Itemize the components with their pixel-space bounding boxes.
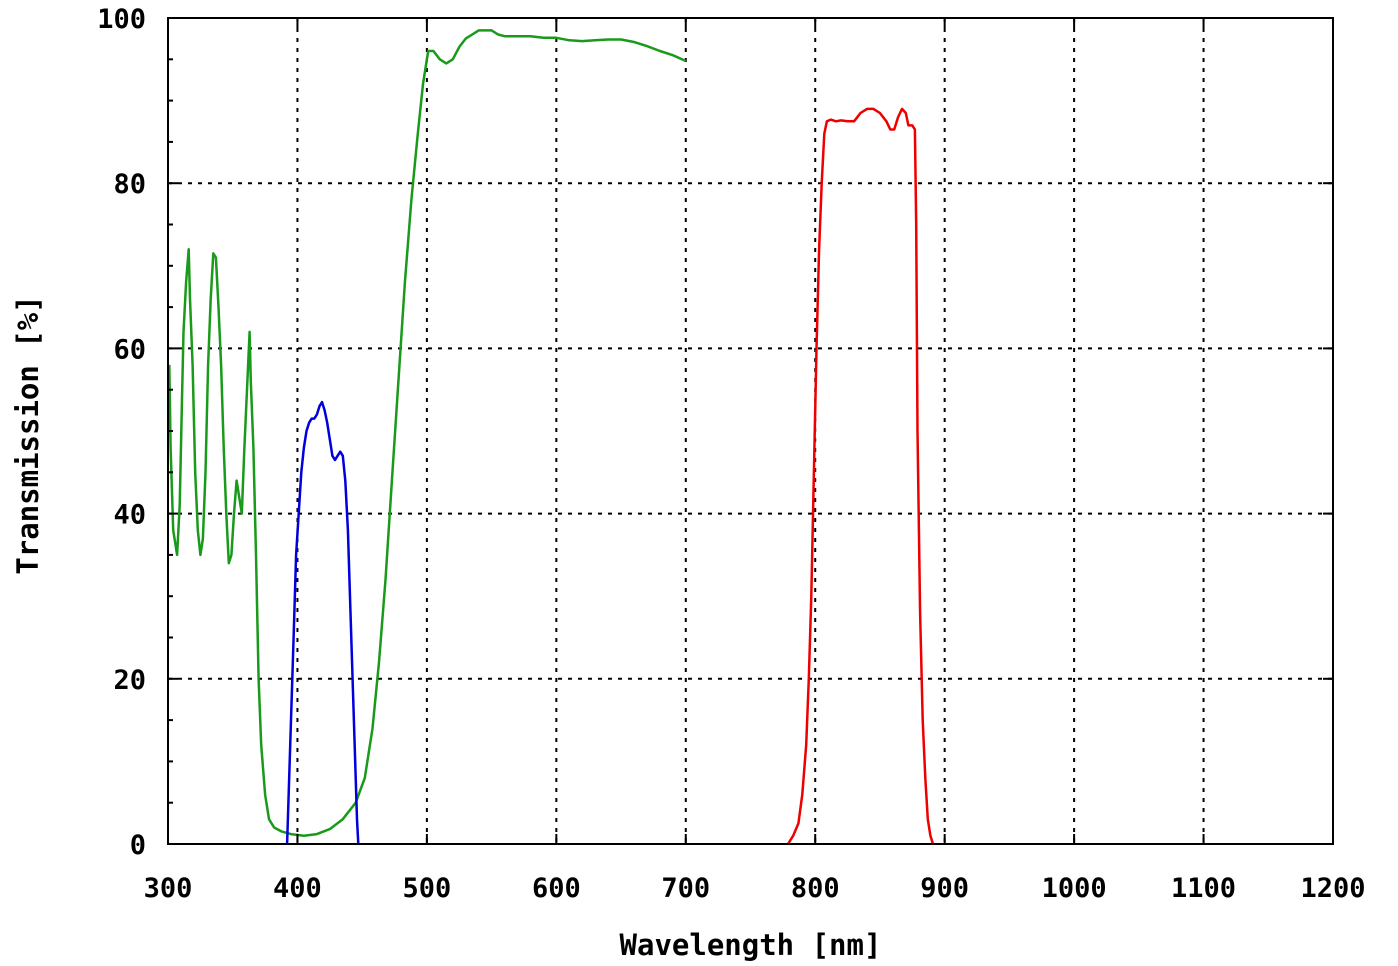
y-tick-labels: 0 20 40 60 80 100 [97,4,146,861]
data-series [168,29,935,845]
x-tick-label: 600 [532,873,581,904]
series-line-3 [786,107,935,845]
x-tick-labels: 300 400 500 600 700 800 900 1000 1100 1200 [144,873,1366,904]
x-tick-label: 700 [661,873,710,904]
plot-frame [167,17,1334,845]
axis-ticks [167,17,1334,845]
x-axis-label: Wavelength [nm] [620,928,882,962]
x-tick-label: 900 [920,873,969,904]
x-tick-label: 500 [402,873,451,904]
x-tick-label: 1000 [1042,873,1107,904]
series-line-2 [285,400,360,845]
y-tick-label: 100 [97,4,146,35]
grid-lines [168,18,1333,844]
y-tick-label: 80 [113,169,146,200]
x-tick-label: 1200 [1300,873,1365,904]
x-tick-label: 400 [273,873,322,904]
y-tick-label: 0 [130,830,146,861]
y-tick-label: 40 [113,500,146,531]
y-axis-label: Transmission [%] [11,295,45,574]
y-tick-label: 60 [113,334,146,365]
x-tick-label: 800 [791,873,840,904]
y-tick-label: 20 [113,665,146,696]
x-tick-label: 300 [144,873,193,904]
x-tick-label: 1100 [1171,873,1236,904]
